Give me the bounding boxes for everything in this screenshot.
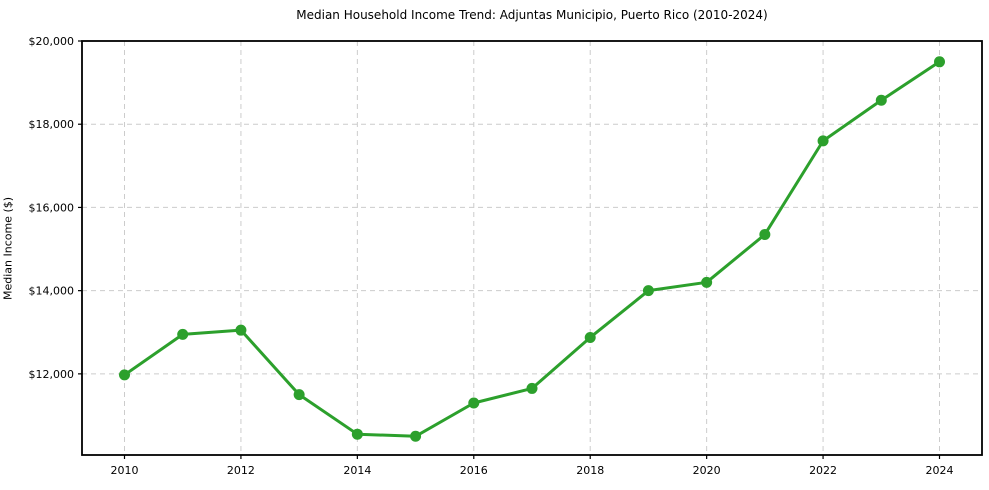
- x-tick-label: 2024: [926, 464, 954, 477]
- data-point-2015: [410, 430, 422, 442]
- data-point-2017: [526, 382, 538, 394]
- data-point-2016: [468, 397, 480, 409]
- data-point-2012: [235, 324, 247, 336]
- data-point-2023: [875, 94, 887, 106]
- x-tick-label: 2018: [576, 464, 604, 477]
- data-point-2024: [934, 56, 946, 68]
- y-tick-label: $18,000: [29, 118, 75, 131]
- x-tick-label: 2022: [809, 464, 837, 477]
- x-tick-label: 2012: [227, 464, 255, 477]
- axis-frame: [81, 40, 983, 456]
- data-point-2013: [293, 389, 305, 401]
- data-point-2011: [177, 328, 189, 340]
- data-point-2020: [701, 276, 713, 288]
- y-tick-label: $20,000: [29, 35, 75, 48]
- y-tick-label: $16,000: [29, 201, 75, 214]
- data-series-line: [122, 60, 942, 438]
- data-point-2021: [759, 228, 771, 240]
- y-tick-label: $12,000: [29, 368, 75, 381]
- chart-title: Median Household Income Trend: Adjuntas …: [296, 8, 768, 22]
- data-point-2010: [118, 369, 130, 381]
- data-point-2022: [817, 135, 829, 147]
- y-axis-label: Median Income ($): [1, 196, 15, 301]
- x-tick-label: 2020: [693, 464, 721, 477]
- data-point-2018: [584, 331, 596, 343]
- y-tick-label: $14,000: [29, 285, 75, 298]
- x-tick-label: 2014: [343, 464, 371, 477]
- data-point-2019: [642, 285, 654, 297]
- x-tick-label: 2016: [460, 464, 488, 477]
- data-point-2014: [351, 428, 363, 440]
- x-tick-label: 2010: [110, 464, 138, 477]
